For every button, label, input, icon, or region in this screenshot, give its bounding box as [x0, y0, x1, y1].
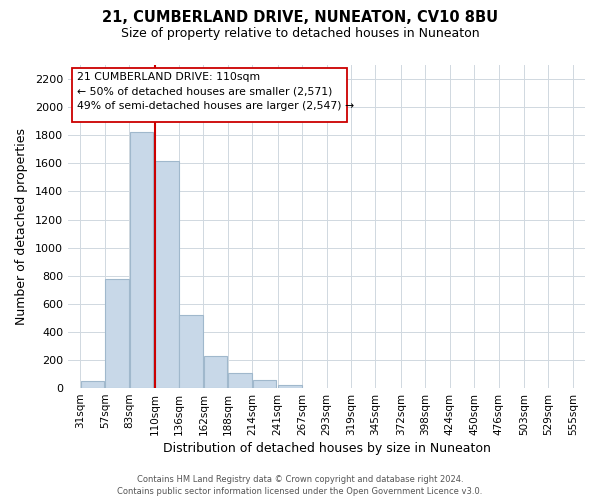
Text: 21 CUMBERLAND DRIVE: 110sqm
← 50% of detached houses are smaller (2,571)
49% of : 21 CUMBERLAND DRIVE: 110sqm ← 50% of det… [77, 72, 355, 111]
Bar [204, 356, 227, 388]
Text: Size of property relative to detached houses in Nuneaton: Size of property relative to detached ho… [121, 28, 479, 40]
FancyBboxPatch shape [72, 68, 347, 122]
Y-axis label: Number of detached properties: Number of detached properties [15, 128, 28, 325]
Bar [228, 372, 252, 388]
Bar [155, 160, 179, 388]
Bar [80, 381, 104, 388]
Bar [105, 279, 129, 388]
X-axis label: Distribution of detached houses by size in Nuneaton: Distribution of detached houses by size … [163, 442, 490, 455]
Bar [179, 315, 203, 388]
Text: 21, CUMBERLAND DRIVE, NUNEATON, CV10 8BU: 21, CUMBERLAND DRIVE, NUNEATON, CV10 8BU [102, 10, 498, 25]
Text: Contains HM Land Registry data © Crown copyright and database right 2024.
Contai: Contains HM Land Registry data © Crown c… [118, 474, 482, 496]
Bar [253, 380, 277, 388]
Bar [278, 384, 302, 388]
Bar [130, 132, 153, 388]
